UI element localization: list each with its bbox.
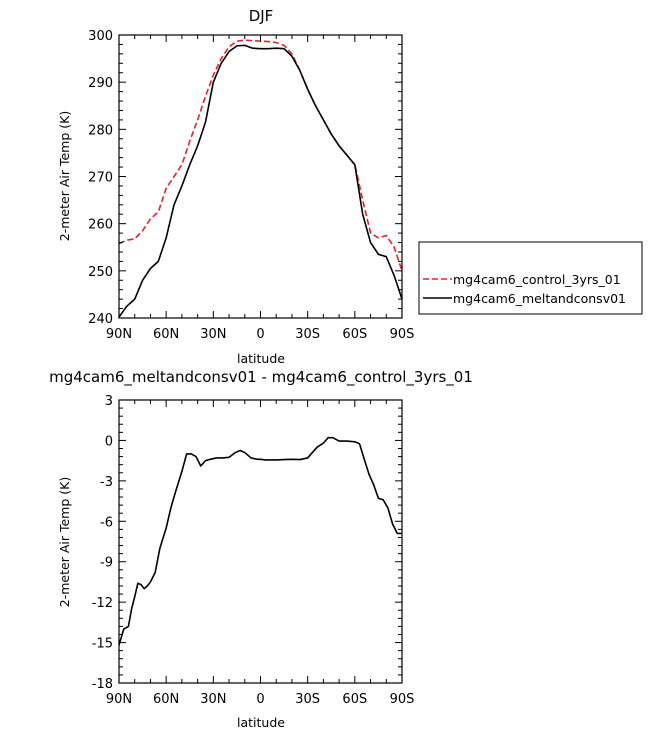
chart-top: DJF 90N 60N 30N 0 30S 60S 90S 240 250 260 270 280 29… bbox=[57, 7, 643, 366]
chart-top-plot-frame bbox=[118, 34, 403, 319]
y-tick-label: -3 bbox=[100, 475, 113, 490]
y-tick-label: -18 bbox=[92, 677, 113, 692]
chart-bottom: mg4cam6_meltandconsv01 - mg4cam6_control… bbox=[49, 368, 473, 730]
chart-bottom-title: mg4cam6_meltandconsv01 - mg4cam6_control… bbox=[49, 368, 473, 387]
x-tick-label: 60N bbox=[153, 692, 179, 707]
chart-bottom-plot bbox=[118, 436, 402, 646]
y-tick-label: -9 bbox=[100, 556, 113, 571]
y-tick-label: 290 bbox=[88, 76, 113, 91]
chart-top-ticks: 90N 60N 30N 0 30S 60S 90S 240 250 260 270 280 290 300 bbox=[88, 29, 414, 342]
chart-top-legend: mg4cam6_control_3yrs_01 mg4cam6_meltandc… bbox=[418, 241, 643, 315]
chart-bottom-series-0-line bbox=[118, 436, 402, 646]
y-tick-label: -12 bbox=[92, 596, 113, 611]
y-tick-label: 240 bbox=[88, 312, 113, 327]
chart-top-plot bbox=[118, 39, 403, 318]
legend-box bbox=[418, 241, 643, 315]
x-tick-label: 30S bbox=[295, 327, 320, 342]
legend-label-control: mg4cam6_control_3yrs_01 bbox=[453, 272, 621, 287]
y-tick-label: 0 bbox=[105, 434, 113, 449]
y-tick-label: 260 bbox=[88, 218, 113, 233]
chart-top-title: DJF bbox=[249, 7, 274, 25]
chart-top-ylabel: 2-meter Air Temp (K) bbox=[57, 111, 72, 241]
y-tick-label: 270 bbox=[88, 171, 113, 186]
y-tick-label: 300 bbox=[88, 29, 113, 44]
chart-bottom-xlabel: latitude bbox=[237, 715, 285, 730]
x-tick-label: 90S bbox=[390, 327, 415, 342]
x-tick-label: 30N bbox=[200, 692, 226, 707]
x-tick-label: 0 bbox=[256, 692, 264, 707]
x-tick-label: 60N bbox=[153, 327, 179, 342]
chart-bottom-ticks: 90N 60N 30N 0 30S 60S 90S -18 -15 -12 -9 -6 -3 0 3 bbox=[92, 394, 415, 707]
x-tick-label: 30N bbox=[200, 327, 226, 342]
x-tick-label: 90S bbox=[390, 692, 415, 707]
x-tick-label: 60S bbox=[342, 692, 367, 707]
x-tick-label: 0 bbox=[256, 327, 264, 342]
chart-top-series-1-line bbox=[118, 44, 403, 318]
y-tick-label: 280 bbox=[88, 123, 113, 138]
x-tick-label: 60S bbox=[342, 327, 367, 342]
y-tick-label: 3 bbox=[105, 394, 113, 409]
y-tick-label: -6 bbox=[100, 515, 113, 530]
x-tick-label: 90N bbox=[106, 692, 132, 707]
y-tick-label: -15 bbox=[92, 637, 113, 652]
legend-label-meltandconsv: mg4cam6_meltandconsv01 bbox=[453, 291, 626, 306]
y-tick-label: 250 bbox=[88, 265, 113, 280]
chart-top-xlabel: latitude bbox=[237, 351, 285, 366]
chart-top-series-0-line bbox=[118, 39, 403, 272]
x-tick-label: 90N bbox=[106, 327, 132, 342]
chart-bottom-ylabel: 2-meter Air Temp (K) bbox=[57, 477, 72, 607]
x-tick-label: 30S bbox=[295, 692, 320, 707]
